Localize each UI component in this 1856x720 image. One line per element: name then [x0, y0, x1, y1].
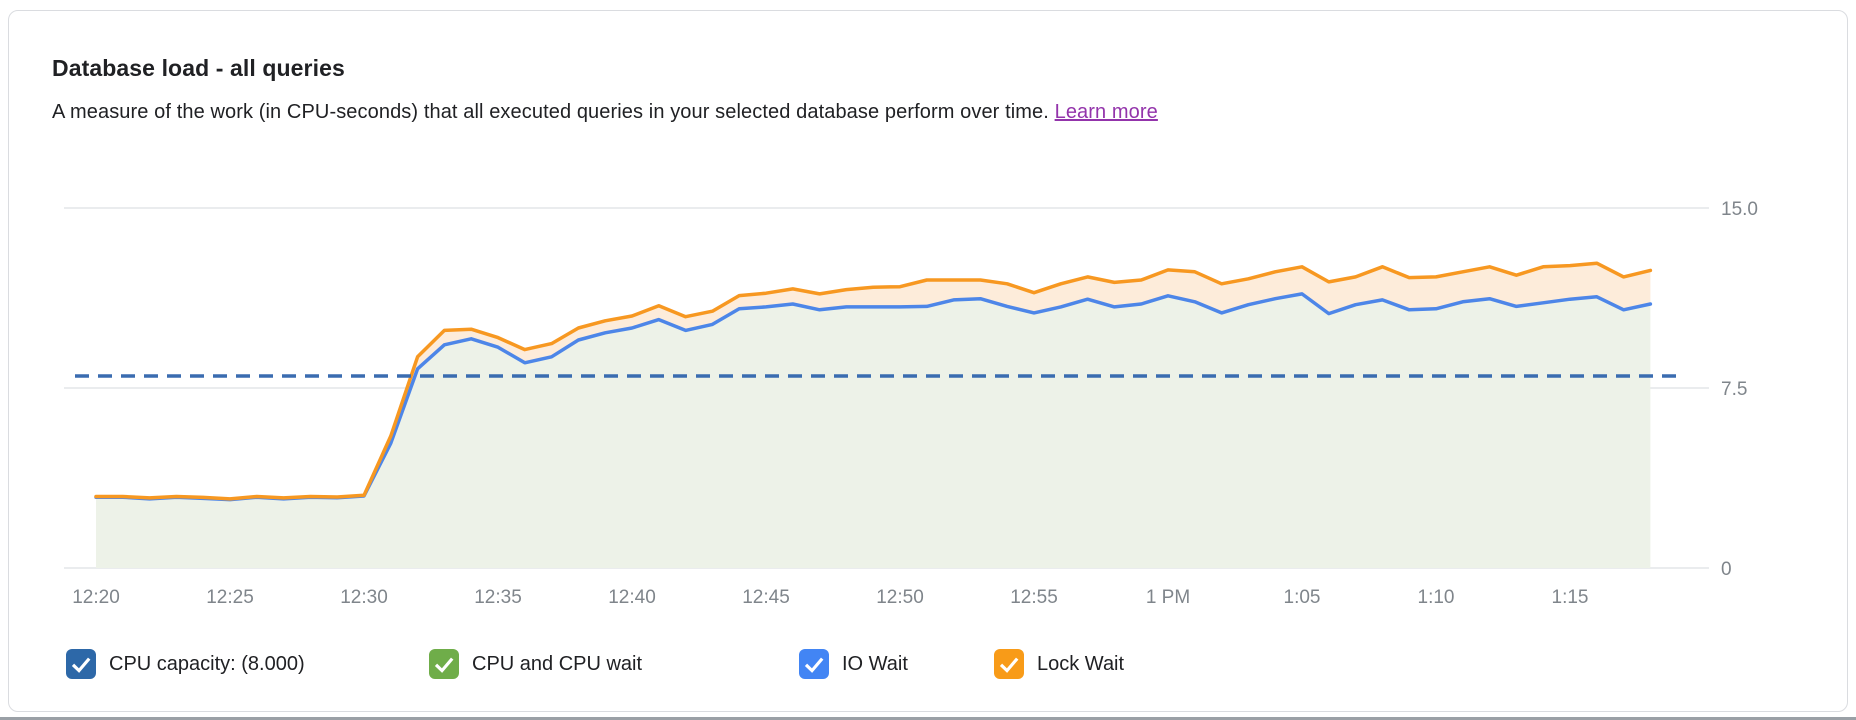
database-load-chart: 0 7.5 15.0 12:20 12:25 12:30 12:35 12:40 12:45 12… — [9, 141, 1856, 611]
chart-description: A measure of the work (in CPU-seconds) t… — [52, 101, 1158, 124]
checkmark-icon — [804, 657, 824, 673]
chart-legend: CPU capacity: (8.000) CPU and CPU wait I… — [9, 649, 1856, 683]
x-axis-tick-label: 12:40 — [608, 587, 656, 608]
checkmark-icon — [434, 657, 454, 673]
x-axis-tick-label: 1 PM — [1146, 587, 1190, 608]
x-axis-tick-label: 1:05 — [1284, 587, 1321, 608]
x-axis-tick-label: 1:10 — [1418, 587, 1455, 608]
database-load-card: Database load - all queries A measure of… — [8, 10, 1848, 712]
legend-item-io-wait[interactable]: IO Wait — [799, 649, 908, 679]
legend-label: CPU and CPU wait — [472, 652, 643, 675]
chart-plot-area: 0 7.5 15.0 12:20 12:25 12:30 12:35 12:40 12:45 12… — [64, 199, 1758, 608]
legend-checkbox-io-wait[interactable] — [799, 649, 829, 679]
x-axis-tick-label: 12:25 — [206, 587, 254, 608]
legend-checkbox-lock-wait[interactable] — [994, 649, 1024, 679]
legend-label: IO Wait — [842, 652, 908, 675]
description-text: A measure of the work (in CPU-seconds) t… — [52, 101, 1049, 123]
x-axis-tick-label: 12:55 — [1010, 587, 1058, 608]
line-lock-wait — [94, 261, 1653, 501]
x-axis-tick-label: 12:35 — [474, 587, 522, 608]
x-axis-tick-label: 12:20 — [72, 587, 120, 608]
area-cpu-and-cpu-wait — [96, 293, 1651, 568]
legend-item-lock-wait[interactable]: Lock Wait — [994, 649, 1124, 679]
legend-checkbox-cpu-capacity[interactable] — [66, 649, 96, 679]
y-axis-tick-label: 15.0 — [1721, 199, 1758, 220]
y-axis-tick-label: 0 — [1721, 559, 1732, 580]
checkmark-icon — [71, 657, 91, 673]
legend-item-cpu-capacity[interactable]: CPU capacity: (8.000) — [66, 649, 305, 679]
y-axis-tick-label: 7.5 — [1721, 379, 1747, 400]
x-axis-tick-label: 12:45 — [742, 587, 790, 608]
legend-item-cpu-and-cpu-wait[interactable]: CPU and CPU wait — [429, 649, 642, 679]
learn-more-link[interactable]: Learn more — [1054, 101, 1158, 123]
page-bottom-divider — [0, 717, 1856, 720]
legend-label: CPU capacity: (8.000) — [109, 652, 305, 675]
x-axis-tick-label: 12:50 — [876, 587, 924, 608]
legend-checkbox-cpu-and-cpu-wait[interactable] — [429, 649, 459, 679]
page-title: Database load - all queries — [52, 55, 345, 81]
checkmark-icon — [999, 657, 1019, 673]
x-axis-tick-label: 1:15 — [1552, 587, 1589, 608]
legend-label: Lock Wait — [1037, 652, 1125, 675]
area-lock-wait — [96, 263, 1651, 500]
x-axis-tick-label: 12:30 — [340, 587, 388, 608]
